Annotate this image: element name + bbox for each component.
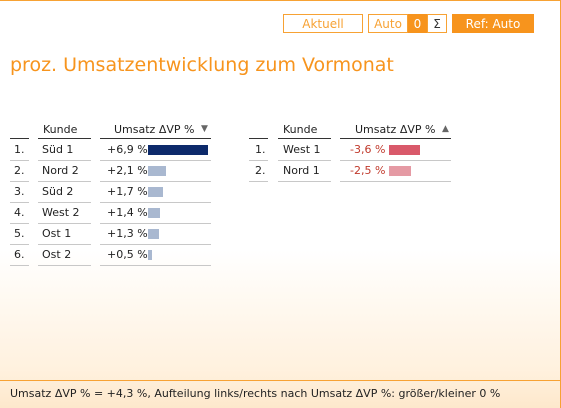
footer-divider bbox=[0, 380, 561, 381]
rank-cell: 4. bbox=[14, 206, 25, 219]
header-divider bbox=[100, 138, 211, 139]
kunde-cell: West 1 bbox=[283, 143, 321, 156]
table-row[interactable]: 2. Nord 2 +2,1 % bbox=[10, 161, 220, 182]
rank-cell: 2. bbox=[14, 164, 25, 177]
rank-cell: 1. bbox=[14, 143, 25, 156]
value-bar bbox=[148, 229, 159, 239]
row-divider bbox=[340, 160, 451, 161]
row-divider bbox=[249, 181, 268, 182]
row-divider bbox=[100, 160, 211, 161]
row-divider bbox=[340, 181, 451, 182]
rank-cell: 5. bbox=[14, 227, 25, 240]
header-divider bbox=[38, 138, 91, 139]
kunde-cell: Nord 2 bbox=[42, 164, 79, 177]
row-divider bbox=[38, 244, 91, 245]
value-cell: -2,5 % bbox=[350, 164, 386, 177]
value-bar bbox=[389, 166, 411, 176]
table-row[interactable]: 4. West 2 +1,4 % bbox=[10, 203, 220, 224]
row-divider bbox=[38, 160, 91, 161]
row-divider bbox=[38, 223, 91, 224]
header-divider bbox=[340, 138, 451, 139]
rank-cell: 2. bbox=[255, 164, 266, 177]
value-bar bbox=[148, 187, 163, 197]
row-divider bbox=[38, 202, 91, 203]
row-divider bbox=[10, 202, 29, 203]
sigma-icon[interactable]: Σ bbox=[427, 14, 447, 33]
kunde-cell: Nord 1 bbox=[283, 164, 320, 177]
auto-button[interactable]: Auto bbox=[368, 14, 408, 33]
row-divider bbox=[10, 223, 29, 224]
value-cell: +1,3 % bbox=[107, 227, 148, 240]
row-divider bbox=[10, 160, 29, 161]
row-divider bbox=[100, 244, 211, 245]
row-divider bbox=[278, 181, 331, 182]
table-row[interactable]: 5. Ost 1 +1,3 % bbox=[10, 224, 220, 245]
kunde-cell: West 2 bbox=[42, 206, 80, 219]
kunde-cell: Ost 2 bbox=[42, 248, 72, 261]
value-cell: +1,7 % bbox=[107, 185, 148, 198]
table-row[interactable]: 1. West 1 -3,6 % bbox=[249, 140, 459, 161]
column-header-umsatz[interactable]: Umsatz ΔVP % bbox=[114, 123, 195, 136]
row-divider bbox=[10, 181, 29, 182]
kunde-cell: Ost 1 bbox=[42, 227, 72, 240]
header-divider bbox=[249, 138, 268, 139]
column-header-umsatz[interactable]: Umsatz ΔVP % bbox=[355, 123, 436, 136]
row-divider bbox=[100, 181, 211, 182]
table-row[interactable]: 2. Nord 1 -2,5 % bbox=[249, 161, 459, 182]
footer-summary: Umsatz ΔVP % = +4,3 %, Aufteilung links/… bbox=[10, 387, 501, 400]
row-divider bbox=[100, 223, 211, 224]
value-bar bbox=[148, 208, 160, 218]
value-cell: +1,4 % bbox=[107, 206, 148, 219]
value-cell: +6,9 % bbox=[107, 143, 148, 156]
row-divider bbox=[10, 244, 29, 245]
value-bar bbox=[148, 145, 208, 155]
row-divider bbox=[100, 265, 211, 266]
row-divider bbox=[100, 202, 211, 203]
kunde-cell: Süd 1 bbox=[42, 143, 74, 156]
row-divider bbox=[278, 160, 331, 161]
value-bar bbox=[148, 166, 166, 176]
value-bar bbox=[389, 145, 420, 155]
value-bar bbox=[148, 250, 152, 260]
sort-descending-icon[interactable]: ▼ bbox=[201, 124, 208, 134]
rank-cell: 6. bbox=[14, 248, 25, 261]
ref-auto-button[interactable]: Ref: Auto bbox=[452, 14, 534, 33]
table-row[interactable]: 3. Süd 2 +1,7 % bbox=[10, 182, 220, 203]
header-divider bbox=[10, 138, 29, 139]
value-cell: +2,1 % bbox=[107, 164, 148, 177]
kunde-cell: Süd 2 bbox=[42, 185, 74, 198]
row-divider bbox=[38, 181, 91, 182]
top-border bbox=[0, 0, 561, 1]
row-divider bbox=[249, 160, 268, 161]
value-cell: +0,5 % bbox=[107, 248, 148, 261]
row-divider bbox=[10, 265, 29, 266]
sort-ascending-icon[interactable]: ▲ bbox=[442, 124, 449, 134]
column-header-kunde[interactable]: Kunde bbox=[283, 123, 318, 136]
header-divider bbox=[278, 138, 331, 139]
table-row[interactable]: 1. Süd 1 +6,9 % bbox=[10, 140, 220, 161]
rank-cell: 1. bbox=[255, 143, 266, 156]
column-header-kunde[interactable]: Kunde bbox=[43, 123, 78, 136]
value-cell: -3,6 % bbox=[350, 143, 386, 156]
page-title: proz. Umsatzentwicklung zum Vormonat bbox=[10, 54, 394, 76]
aktuell-button[interactable]: Aktuell bbox=[283, 14, 363, 33]
row-divider bbox=[38, 265, 91, 266]
zero-toggle-button[interactable]: 0 bbox=[408, 14, 427, 33]
table-row[interactable]: 6. Ost 2 +0,5 % bbox=[10, 245, 220, 266]
rank-cell: 3. bbox=[14, 185, 25, 198]
